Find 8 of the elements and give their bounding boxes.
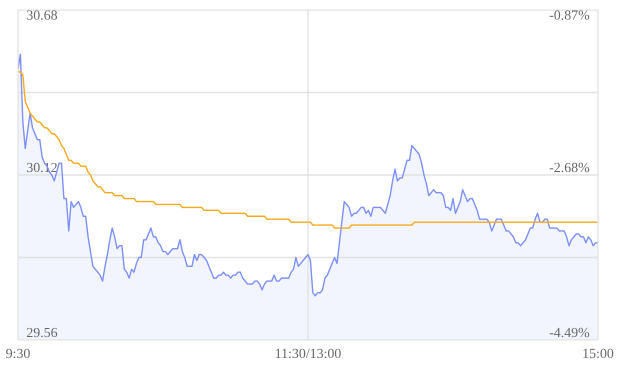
y-tick-label: 29.56 <box>26 328 58 338</box>
y-tick-label: 30.68 <box>26 10 58 20</box>
y2-tick-label: -4.49% <box>550 328 590 338</box>
y2-tick-label: -0.87% <box>550 10 590 20</box>
x-tick-label: 15:00 <box>583 348 614 358</box>
x-tick-label: 11:30/13:00 <box>276 348 341 358</box>
y2-tick-label: -2.68% <box>550 162 590 172</box>
x-tick-label: 9:30 <box>6 348 30 358</box>
